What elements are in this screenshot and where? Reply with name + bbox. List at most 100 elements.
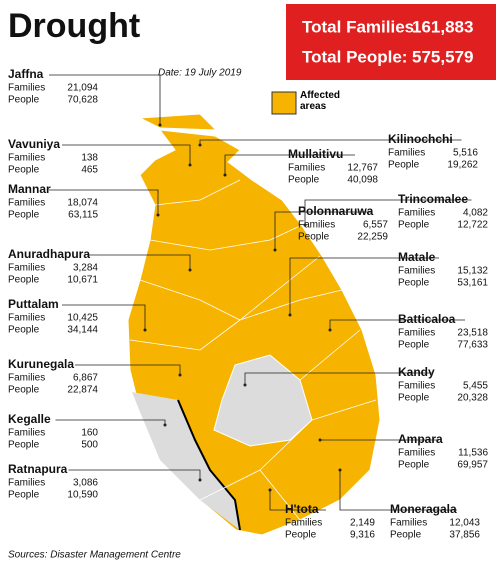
unaffected-area [213, 354, 313, 447]
date: Date: 19 July 2019 [158, 68, 242, 79]
people-value: 10,590 [67, 490, 98, 501]
row-label: Families [8, 313, 45, 324]
leader-line [75, 364, 181, 375]
row-label: People [285, 530, 317, 541]
district-name: Moneragala [390, 502, 457, 516]
people-value: 22,874 [67, 385, 98, 396]
district-name: Jaffna [8, 67, 44, 81]
row-label: Families [8, 478, 45, 489]
leader-line [49, 189, 159, 215]
row-label: Families [398, 448, 435, 459]
row-label: Families [8, 263, 45, 274]
leader-dot [243, 383, 247, 387]
row-label: Families [390, 518, 427, 529]
leader-line [329, 319, 465, 330]
people-value: 70,628 [67, 95, 98, 106]
legend-box: Affected areas [300, 90, 341, 112]
leader-line [224, 154, 355, 175]
leader-line [49, 74, 161, 125]
leader-dot [178, 373, 182, 377]
row-label: People [388, 160, 420, 171]
row-label: People [398, 340, 430, 351]
leader-line [339, 470, 457, 511]
district-name: Trincomalee [398, 192, 468, 206]
families-value: 15,132 [457, 266, 488, 277]
families-value: 5,516 [453, 148, 478, 159]
row-label: People [398, 393, 430, 404]
totals-box [286, 4, 496, 80]
leader-dot [188, 268, 192, 272]
families-value: 11,536 [458, 448, 488, 459]
families-value: 6,867 [73, 373, 98, 384]
border [129, 179, 377, 521]
families-value: 12,043 [449, 518, 480, 529]
leader-line [88, 254, 191, 270]
leader-dot [163, 423, 167, 427]
leader-dot [268, 488, 272, 492]
total-value: 161,883 [412, 17, 473, 36]
row-label: People [288, 175, 320, 186]
row-label: People [298, 232, 330, 243]
leader-dot [288, 313, 292, 317]
total-label: Total People: [302, 47, 407, 66]
row-label: People [8, 275, 40, 286]
families-value: 21,094 [67, 83, 98, 94]
district-name: Mullaitivu [288, 147, 343, 161]
people-value: 63,115 [68, 210, 98, 221]
district-name: Batticaloa [398, 312, 456, 326]
leader-line [55, 419, 166, 425]
leader-dot [273, 248, 277, 252]
row-label: Families [8, 373, 45, 384]
families-value: 138 [81, 153, 98, 164]
row-label: Families [298, 220, 335, 231]
row-label: Families [8, 198, 45, 209]
row-label: People [8, 95, 40, 106]
row-label: People [398, 278, 430, 289]
affected-area [127, 129, 381, 536]
leader-line [68, 469, 201, 480]
families-value: 12,767 [347, 163, 378, 174]
leader-dot [303, 223, 307, 227]
people-value: 34,144 [67, 325, 98, 336]
row-label: People [8, 385, 40, 396]
families-value: 18,074 [67, 198, 98, 209]
leader-dot [338, 468, 342, 472]
district-name: Ratnapura [8, 462, 68, 476]
island [127, 113, 381, 536]
row-label: Families [398, 381, 435, 392]
people-value: 37,856 [449, 530, 480, 541]
families-value: 3,086 [73, 478, 98, 489]
district-name: Matale [398, 250, 436, 264]
row-label: People [8, 210, 40, 221]
row-label: Families [8, 428, 45, 439]
people-value: 12,722 [457, 220, 488, 231]
families-value: 23,518 [457, 328, 488, 339]
district-name: Puttalam [8, 297, 59, 311]
district-name: Anuradhapura [8, 247, 90, 261]
district-name: Kurunegala [8, 357, 74, 371]
district-name: H'tota [285, 502, 319, 516]
families-value: 2,149 [350, 518, 375, 529]
leader-dot [158, 123, 162, 127]
people-value: 53,161 [457, 278, 488, 289]
unaffected-area [132, 392, 240, 530]
row-label: People [8, 440, 40, 451]
row-label: People [8, 165, 40, 176]
row-label: Families [285, 518, 322, 529]
families-value: 10,425 [67, 313, 98, 324]
people-value: 9,316 [350, 530, 375, 541]
people-value: 465 [81, 165, 98, 176]
district-name: Ampara [398, 432, 443, 446]
people-value: 22,259 [357, 232, 388, 243]
row-label: People [8, 325, 40, 336]
people-value: 77,633 [457, 340, 488, 351]
legend-label: Affected areas [300, 90, 341, 112]
families-value: 6,557 [363, 220, 388, 231]
border-line [177, 399, 241, 531]
leader-line [289, 257, 439, 315]
row-label: Families [398, 266, 435, 277]
row-label: Families [398, 328, 435, 339]
row-label: People [398, 460, 430, 471]
row-label: Families [8, 83, 45, 94]
people-value: 40,098 [347, 175, 378, 186]
